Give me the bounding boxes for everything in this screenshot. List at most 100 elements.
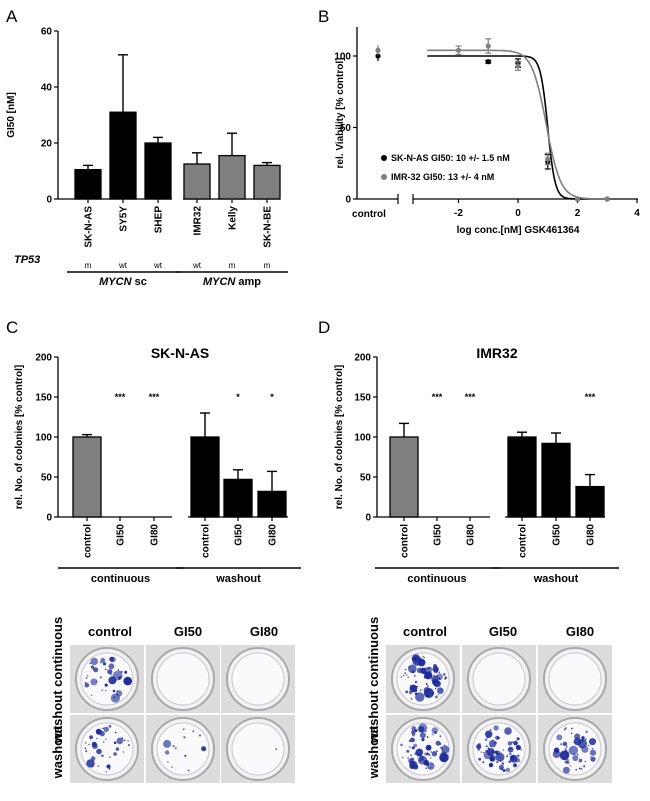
colony <box>493 725 499 731</box>
colony <box>165 750 170 755</box>
colony <box>568 745 579 756</box>
x-tick-label: 0 <box>515 208 521 219</box>
colony <box>427 752 429 755</box>
colony <box>574 733 581 740</box>
colony <box>418 726 425 733</box>
legend-marker <box>381 155 387 161</box>
x-tick-label: GI50 <box>552 524 563 546</box>
x-tick-label: control <box>518 524 529 558</box>
data-point <box>455 47 462 53</box>
chart-d: 0 50 100 150 200 rel. No. of colonies [% cont… <box>334 345 619 585</box>
colony <box>107 669 113 675</box>
colony <box>275 748 278 750</box>
y-tick-label: 0 <box>365 513 371 524</box>
colony <box>117 669 120 671</box>
colony <box>93 667 99 673</box>
colony <box>428 754 431 756</box>
x-tick-label: 4 <box>634 208 640 219</box>
colony <box>564 748 567 750</box>
colony <box>85 750 88 753</box>
colony <box>424 693 430 698</box>
colony-plate <box>386 645 460 713</box>
plate-well <box>548 652 602 706</box>
x-tick-label: SK-N-BE <box>263 206 274 248</box>
data-point <box>545 156 551 162</box>
colony <box>423 656 426 659</box>
colony <box>483 751 492 760</box>
colony <box>113 679 116 682</box>
colony <box>575 768 577 771</box>
colony <box>113 752 117 756</box>
colony <box>425 683 428 685</box>
plate-well <box>231 722 285 776</box>
y-tick-label: 100 <box>334 52 351 63</box>
colony <box>488 762 494 768</box>
colony <box>104 683 108 687</box>
colony <box>104 668 107 671</box>
tp53-label: TP53 <box>14 254 40 266</box>
colony <box>478 757 482 761</box>
colony <box>116 690 119 692</box>
photo-header-gi80: GI80 <box>250 624 278 639</box>
colony <box>507 746 514 753</box>
colony <box>583 765 586 768</box>
colony <box>432 678 439 686</box>
colony <box>84 747 87 750</box>
photo-row-label-washout: washout <box>50 725 65 779</box>
colony-plate <box>70 645 144 713</box>
colony <box>108 676 117 685</box>
colony <box>585 730 588 734</box>
panel-letter-c: C <box>6 318 18 337</box>
colony <box>482 761 485 764</box>
colony <box>572 755 579 762</box>
y-tick-label: 50 <box>360 473 372 484</box>
colony <box>489 745 492 747</box>
colony <box>167 761 169 763</box>
colony <box>424 730 427 732</box>
colony <box>575 741 578 744</box>
colony <box>434 731 437 734</box>
colony <box>566 759 569 762</box>
significance-mark: *** <box>585 392 596 402</box>
colony <box>427 689 430 692</box>
colony <box>404 672 406 674</box>
y-tick-label: 100 <box>35 433 52 444</box>
colony <box>556 734 563 741</box>
colony <box>425 744 432 751</box>
tp53-status: wt <box>153 261 163 270</box>
colony <box>409 737 415 743</box>
colony <box>110 673 112 676</box>
colony <box>404 668 407 671</box>
colony <box>438 671 441 674</box>
colony <box>122 751 125 753</box>
tp53-status: m <box>264 261 271 270</box>
group-label: MYCN sc <box>99 276 147 288</box>
colony <box>570 732 573 734</box>
x-tick-label: Kelly <box>228 206 239 230</box>
colony <box>427 762 435 770</box>
colony <box>581 736 585 740</box>
colony <box>187 769 190 772</box>
colony <box>433 674 435 677</box>
plate-well <box>156 722 210 776</box>
colony <box>560 743 563 746</box>
colony <box>443 744 446 746</box>
x-control-label: control <box>352 209 386 220</box>
x-tick-label: IMR32 <box>193 206 204 236</box>
colony <box>490 758 493 761</box>
colony <box>432 692 435 695</box>
colony <box>511 741 514 744</box>
colony <box>571 727 573 730</box>
significance-mark: * <box>270 392 274 402</box>
colony <box>423 687 430 694</box>
colony <box>112 689 116 693</box>
chart-a: 0 20 40 60 GI50 [nM] SK-N-AS SY5Y SHEP IMR32 Kell… <box>6 27 288 288</box>
colony <box>423 661 426 664</box>
colony <box>562 741 568 747</box>
colony <box>440 751 447 758</box>
colony <box>578 767 581 770</box>
y-tick-label: 40 <box>41 83 53 94</box>
colony <box>424 752 427 756</box>
colony <box>496 736 500 740</box>
